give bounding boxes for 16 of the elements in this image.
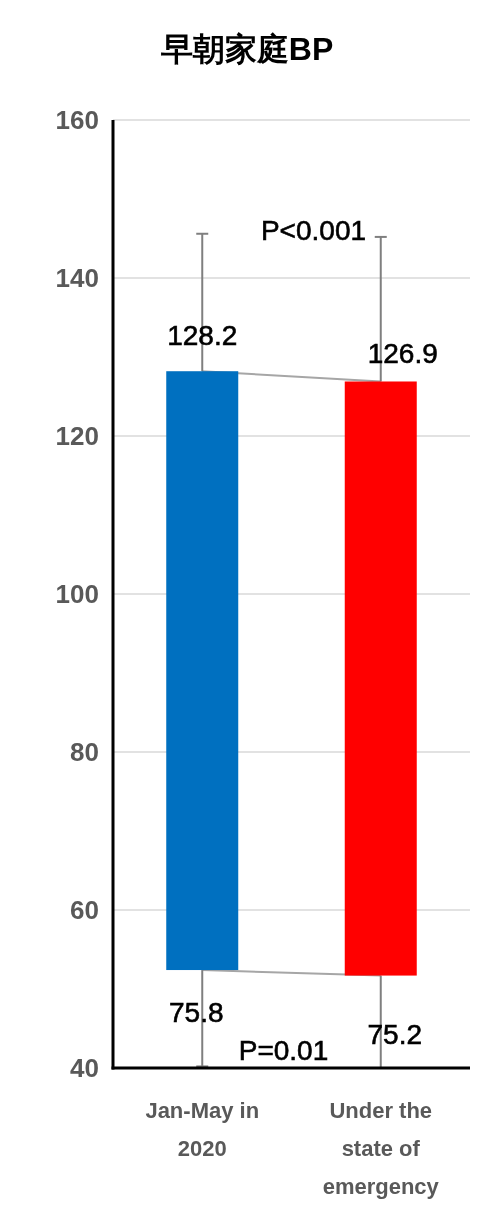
annotation: P=0.01 bbox=[238, 1035, 329, 1066]
data-label: 75.8 bbox=[169, 997, 224, 1029]
data-label: 75.2 bbox=[367, 1018, 422, 1050]
x-tick-label: Under the state of emergency bbox=[322, 1098, 440, 1199]
x-tick-label: Jan-May in 2020 bbox=[145, 1098, 260, 1161]
y-tick-label: 140 bbox=[55, 263, 99, 293]
annotation: 128.2 bbox=[167, 320, 238, 352]
y-tick-label: 160 bbox=[55, 105, 99, 135]
y-tick-label: 60 bbox=[70, 895, 99, 925]
annotation: 126.9 bbox=[367, 338, 438, 370]
y-tick-label: 120 bbox=[55, 421, 99, 451]
y-tick-label: 100 bbox=[55, 579, 99, 609]
annotation: P<0.001 bbox=[260, 215, 367, 246]
chart-title: 早朝家庭BP bbox=[159, 31, 334, 67]
y-tick-label: 40 bbox=[70, 1053, 99, 1083]
y-tick-label: 80 bbox=[70, 737, 99, 767]
